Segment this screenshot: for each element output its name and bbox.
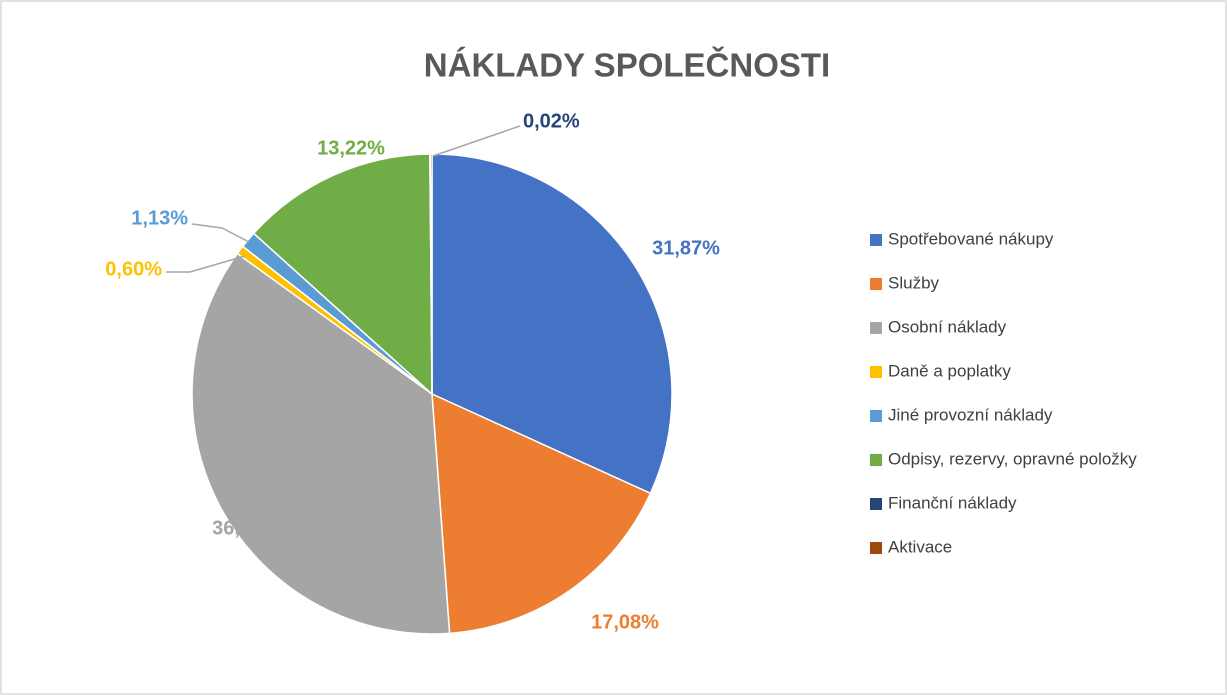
- leader-line: [166, 255, 246, 273]
- data-label: 0,60%: [105, 258, 162, 280]
- data-label: 13,22%: [317, 137, 385, 159]
- legend-label: Odpisy, rezervy, opravné položky: [888, 449, 1137, 468]
- legend-label: Finanční náklady: [888, 493, 1017, 512]
- legend-swatch: [870, 366, 882, 378]
- leader-line: [191, 223, 250, 243]
- legend-label: Spotřebované nákupy: [888, 229, 1054, 248]
- data-label: 36,20%: [212, 517, 280, 539]
- pie-slice: [191, 252, 451, 635]
- legend-label: Daně a poplatky: [888, 361, 1011, 380]
- legend-label: Služby: [888, 273, 940, 292]
- pie-slice: [252, 153, 433, 396]
- pie-slice: [429, 153, 433, 395]
- legend-swatch: [870, 410, 882, 422]
- legend-swatch: [870, 498, 882, 510]
- legend-label: Jiné provozní náklady: [888, 405, 1053, 424]
- legend-label: Aktivace: [888, 537, 952, 556]
- legend-swatch: [870, 234, 882, 246]
- legend-swatch: [870, 454, 882, 466]
- data-label: 0,02%: [523, 110, 580, 132]
- legend-label: Osobní náklady: [888, 317, 1007, 336]
- data-label: 17,08%: [591, 611, 659, 633]
- pie-slice: [431, 392, 652, 635]
- pie-slice: [431, 153, 673, 495]
- data-label: 1,13%: [131, 207, 188, 229]
- legend-swatch: [870, 542, 882, 554]
- leader-line: [432, 125, 521, 157]
- legend-swatch: [870, 322, 882, 334]
- data-label: 31,87%: [652, 237, 720, 259]
- chart-title: NÁKLADY SPOLEČNOSTI: [424, 46, 830, 84]
- legend-swatch: [870, 278, 882, 290]
